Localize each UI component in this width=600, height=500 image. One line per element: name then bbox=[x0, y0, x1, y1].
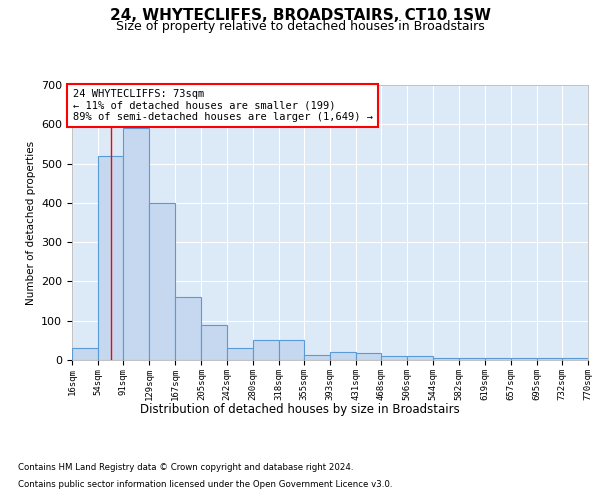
Text: Distribution of detached houses by size in Broadstairs: Distribution of detached houses by size … bbox=[140, 402, 460, 415]
Text: 24 WHYTECLIFFS: 73sqm
← 11% of detached houses are smaller (199)
89% of semi-det: 24 WHYTECLIFFS: 73sqm ← 11% of detached … bbox=[73, 89, 373, 122]
Bar bbox=[278, 340, 304, 360]
Bar bbox=[149, 203, 175, 360]
Bar bbox=[382, 356, 407, 360]
Bar bbox=[98, 156, 124, 360]
Text: Contains HM Land Registry data © Crown copyright and database right 2024.: Contains HM Land Registry data © Crown c… bbox=[18, 462, 353, 471]
Bar bbox=[304, 356, 330, 360]
Bar bbox=[433, 358, 460, 360]
Bar bbox=[407, 356, 433, 360]
Text: Size of property relative to detached houses in Broadstairs: Size of property relative to detached ho… bbox=[116, 20, 484, 33]
Bar bbox=[536, 358, 562, 360]
Text: 24, WHYTECLIFFS, BROADSTAIRS, CT10 1SW: 24, WHYTECLIFFS, BROADSTAIRS, CT10 1SW bbox=[110, 8, 491, 22]
Bar bbox=[330, 352, 356, 360]
Bar bbox=[485, 358, 511, 360]
Bar bbox=[356, 353, 382, 360]
Bar bbox=[124, 128, 149, 360]
Bar bbox=[227, 348, 253, 360]
Bar bbox=[72, 348, 98, 360]
Bar bbox=[460, 358, 485, 360]
Bar bbox=[562, 358, 588, 360]
Bar bbox=[511, 358, 536, 360]
Text: Contains public sector information licensed under the Open Government Licence v3: Contains public sector information licen… bbox=[18, 480, 392, 489]
Bar bbox=[175, 297, 202, 360]
Bar bbox=[202, 324, 227, 360]
Y-axis label: Number of detached properties: Number of detached properties bbox=[26, 140, 35, 304]
Bar bbox=[253, 340, 278, 360]
